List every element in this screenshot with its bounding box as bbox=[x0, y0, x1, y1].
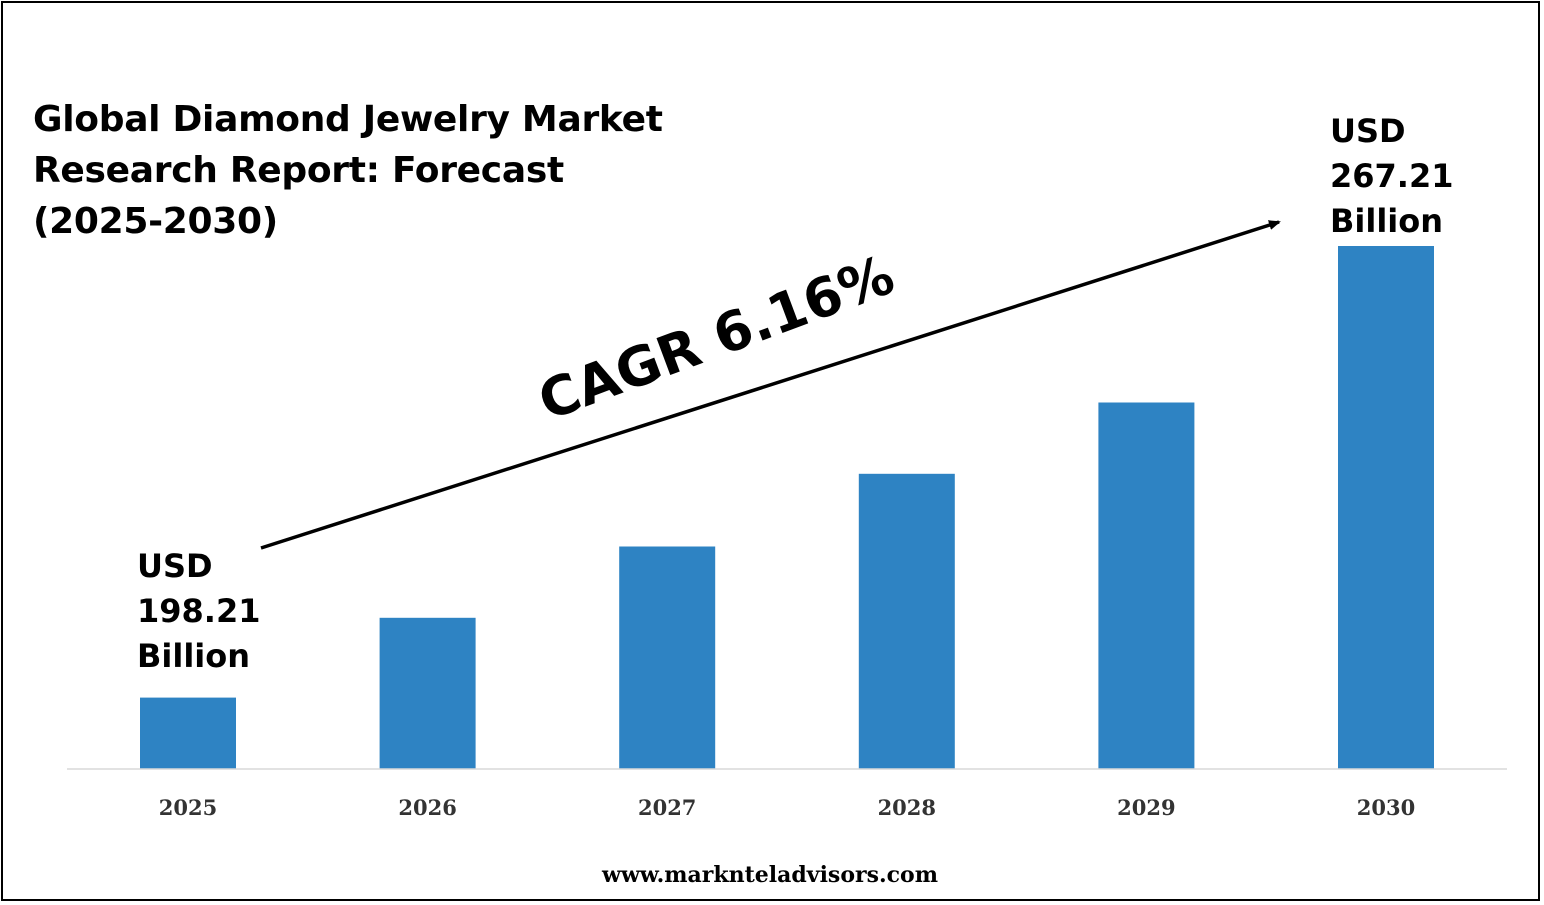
end-label-line: 267.21 bbox=[1330, 157, 1454, 195]
x-tick-label-2029: 2029 bbox=[1117, 795, 1175, 820]
x-tick-labels: 2025 2026 2027 2028 2029 2030 bbox=[159, 795, 1415, 820]
start-label-line: USD bbox=[137, 547, 213, 585]
end-label-line: USD bbox=[1330, 112, 1406, 150]
bar-2025 bbox=[140, 697, 236, 769]
start-label-line: 198.21 bbox=[137, 592, 261, 630]
start-value-label: USD 198.21 Billion bbox=[137, 544, 260, 679]
bar-2029 bbox=[1098, 402, 1195, 769]
start-label-line: Billion bbox=[137, 637, 251, 675]
title-line: Global Diamond Jewelry Market bbox=[33, 99, 663, 140]
chart-title: Global Diamond Jewelry Market Research R… bbox=[33, 94, 713, 247]
x-tick-label-2026: 2026 bbox=[398, 795, 456, 820]
end-value-label: USD 267.21 Billion bbox=[1330, 109, 1453, 244]
cagr-arrow bbox=[260, 220, 1281, 550]
title-line: Research Report: Forecast bbox=[33, 150, 564, 191]
bar-2027 bbox=[619, 546, 716, 769]
bar-series bbox=[140, 246, 1434, 769]
footer-url-text[interactable]: www.marknteladvisors.com bbox=[602, 862, 938, 888]
end-label-line: Billion bbox=[1330, 202, 1444, 240]
x-tick-label-2030: 2030 bbox=[1357, 795, 1415, 820]
bar-2026 bbox=[379, 617, 476, 769]
x-tick-label-2025: 2025 bbox=[159, 795, 217, 820]
bar-2028 bbox=[858, 473, 955, 769]
x-tick-label-2027: 2027 bbox=[638, 795, 696, 820]
footer-url[interactable]: www.marknteladvisors.com bbox=[0, 862, 1544, 888]
bar-2030 bbox=[1338, 246, 1434, 769]
title-line: (2025-2030) bbox=[33, 201, 278, 242]
x-tick-label-2028: 2028 bbox=[878, 795, 936, 820]
